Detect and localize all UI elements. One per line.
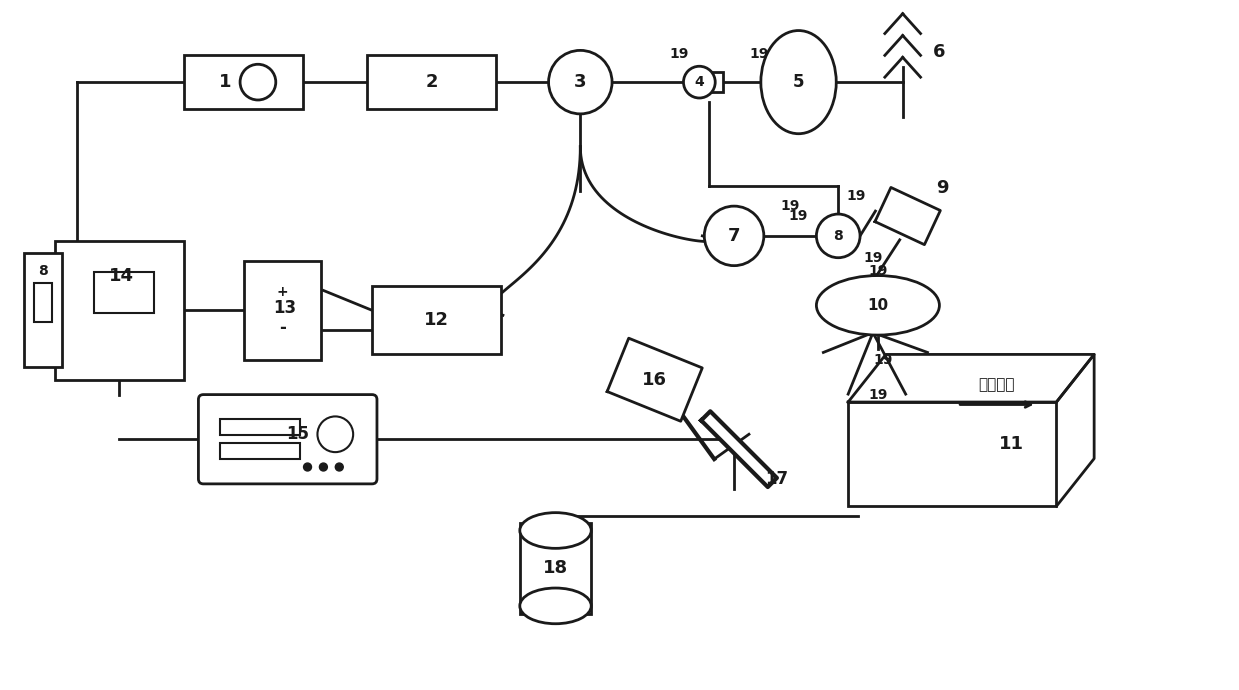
Text: 16: 16 (642, 371, 668, 388)
Ellipse shape (761, 30, 836, 134)
Text: 19: 19 (750, 48, 768, 61)
Circle shape (817, 214, 860, 257)
Text: 17: 17 (766, 470, 788, 488)
Bar (849, 402, 1057, 506)
Bar (24, 253, 62, 367)
Ellipse shape (817, 275, 939, 335)
Text: 13: 13 (273, 299, 296, 317)
Bar (695, 72, 724, 92)
Bar (94, 272, 154, 313)
Bar (244, 261, 321, 360)
Text: 19: 19 (873, 353, 892, 367)
Ellipse shape (520, 513, 591, 549)
Text: 1: 1 (219, 73, 232, 91)
Text: 15: 15 (286, 425, 309, 443)
Bar (372, 286, 501, 354)
Bar (33, 282, 52, 322)
Text: 6: 6 (933, 43, 945, 61)
Circle shape (704, 206, 763, 266)
Text: 19: 19 (869, 264, 887, 277)
Text: 3: 3 (574, 73, 586, 91)
Text: 扫描方向: 扫描方向 (979, 377, 1015, 392)
Text: 9: 9 (937, 179, 949, 197)
Bar (55, 241, 183, 380)
Bar (221, 443, 300, 459)
Text: 5: 5 (793, 73, 804, 91)
Text: 19: 19 (670, 48, 689, 61)
Text: -: - (279, 319, 286, 337)
Circle shape (336, 463, 343, 471)
Circle shape (240, 64, 276, 100)
Text: 19: 19 (781, 199, 800, 213)
Text: 19: 19 (869, 388, 887, 402)
Text: 11: 11 (1000, 435, 1025, 453)
Text: 8: 8 (38, 264, 47, 277)
Bar (520, 522, 591, 614)
Bar (367, 55, 496, 110)
Polygon shape (875, 188, 940, 245)
Bar (221, 420, 300, 435)
Text: 18: 18 (543, 559, 569, 578)
Text: 4: 4 (695, 75, 704, 89)
Circle shape (684, 66, 715, 98)
Text: +: + (278, 286, 289, 299)
Polygon shape (701, 411, 777, 487)
Text: 2: 2 (425, 73, 437, 91)
Text: 19: 19 (789, 209, 808, 223)
Circle shape (317, 417, 353, 452)
Text: 10: 10 (867, 298, 888, 313)
Circle shape (549, 50, 612, 114)
Text: 19: 19 (864, 250, 882, 265)
Text: 14: 14 (109, 266, 134, 284)
Circle shape (320, 463, 327, 471)
Ellipse shape (520, 588, 591, 624)
Bar (183, 55, 302, 110)
Polygon shape (607, 338, 703, 422)
Circle shape (304, 463, 311, 471)
Text: 7: 7 (727, 227, 741, 245)
Text: 8: 8 (834, 229, 843, 243)
Text: 12: 12 (424, 311, 449, 329)
FancyBboxPatch shape (198, 395, 377, 484)
Text: 19: 19 (846, 189, 866, 204)
